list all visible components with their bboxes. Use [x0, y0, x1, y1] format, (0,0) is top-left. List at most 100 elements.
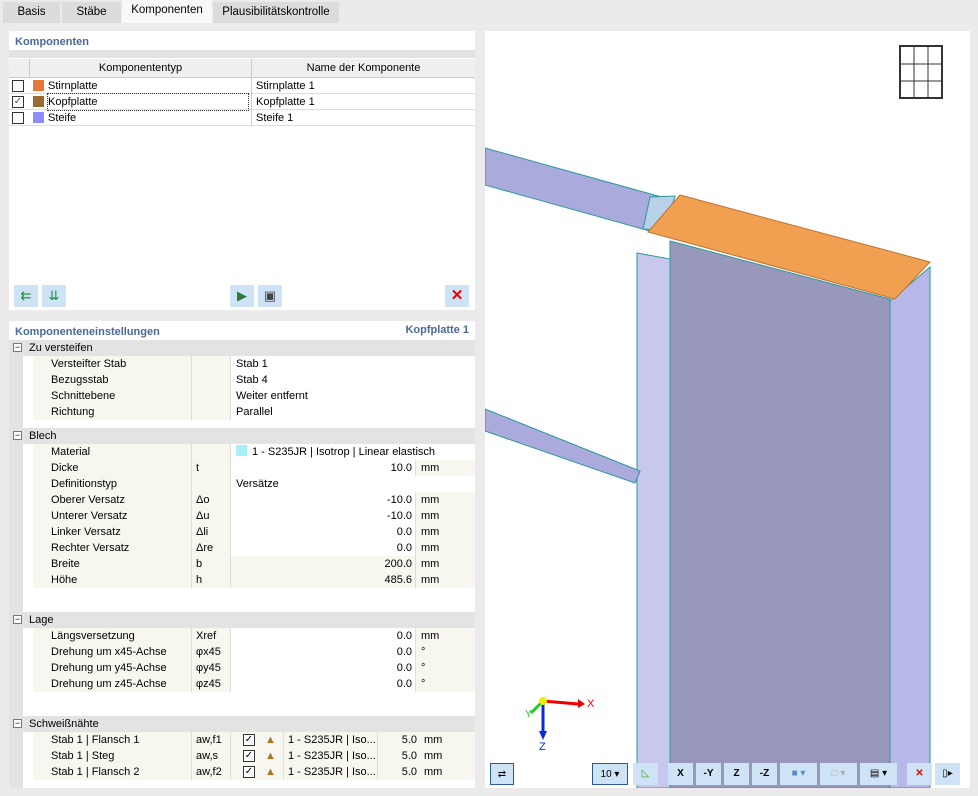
section-lage[interactable]: − Lage — [9, 612, 475, 628]
section-blech[interactable]: − Blech — [9, 428, 475, 444]
weld-checkbox[interactable]: ✓ — [243, 766, 255, 778]
property-value[interactable]: 5.0 — [377, 748, 417, 764]
property-label: Material — [51, 446, 91, 458]
3d-viewport[interactable]: X Y Z ⇄ 10 ▾ ◺ X -Y Z -Z ■ ▾ □ ▾ ▤ ▾ ✕ ▯… — [485, 31, 970, 788]
collapse-icon[interactable]: − — [13, 430, 22, 440]
property-value[interactable]: 0.0 — [231, 644, 415, 660]
property-symbol: b — [191, 556, 231, 572]
property-row[interactable]: Höhe h 485.6 mm — [33, 572, 475, 588]
section-label: Lage — [29, 614, 54, 626]
property-label: Richtung — [51, 406, 95, 418]
property-value[interactable]: Versätze — [231, 476, 475, 492]
property-value[interactable]: 485.6 — [231, 572, 415, 588]
import-button[interactable]: ▶ — [230, 285, 254, 307]
property-value[interactable]: -10.0 — [231, 492, 415, 508]
view-x-button[interactable]: X — [668, 763, 693, 785]
property-row[interactable]: Schnittebene Weiter entfernt — [33, 388, 475, 404]
weld-checkbox[interactable]: ✓ — [243, 734, 255, 746]
property-value[interactable]: Weiter entfernt — [231, 388, 475, 404]
tab-staebe[interactable]: Stäbe — [62, 2, 122, 23]
property-value[interactable]: 0.0 — [231, 524, 415, 540]
property-label: Linker Versatz — [51, 526, 121, 538]
delete-button[interactable]: ✕ — [445, 285, 469, 307]
property-row[interactable]: Drehung um x45-Achse φx45 0.0 ° — [33, 644, 475, 660]
tab-plausibilitaetskontrolle[interactable]: Plausibilitätskontrolle — [213, 2, 340, 23]
scale-dropdown[interactable]: 10 ▾ — [592, 763, 628, 785]
property-row[interactable]: Richtung Parallel — [33, 404, 475, 420]
property-symbol: Δli — [191, 524, 231, 540]
section-schw[interactable]: − Schweißnähte — [9, 716, 475, 732]
weld-material[interactable]: 1 - S235JR | Iso... — [283, 748, 377, 764]
property-row[interactable]: Oberer Versatz Δo -10.0 mm — [33, 492, 475, 508]
property-row[interactable]: Längsversetzung Xref 0.0 mm — [33, 628, 475, 644]
view-minus-z-button[interactable]: -Z — [752, 763, 777, 785]
save-button[interactable]: ▣ — [258, 285, 282, 307]
weld-material[interactable]: 1 - S235JR | Iso... — [283, 764, 377, 780]
reset-view-button[interactable]: ✕ — [907, 763, 932, 785]
property-row[interactable]: Linker Versatz Δli 0.0 mm — [33, 524, 475, 540]
view-sync-button[interactable]: ⇄ — [490, 763, 514, 785]
collapse-icon[interactable]: − — [13, 718, 22, 728]
property-row[interactable]: Material 1 - S235JR | Isotrop | Linear e… — [33, 444, 475, 460]
column-header-type[interactable]: Komponententyp — [29, 59, 251, 78]
property-symbol: Δo — [191, 492, 231, 508]
measure-button[interactable]: ◺ — [633, 763, 658, 785]
print-dropdown[interactable]: ▤ ▾ — [860, 763, 897, 785]
scale-value: 10 — [600, 769, 612, 780]
property-value[interactable]: 10.0 — [231, 460, 415, 476]
weld-material[interactable]: 1 - S235JR | Iso... — [283, 732, 377, 748]
property-value[interactable]: 5.0 — [377, 732, 417, 748]
weld-type-icon: ▲ — [265, 766, 276, 778]
wireframe-dropdown[interactable]: □ ▾ — [820, 763, 857, 785]
view-minus-y-button[interactable]: -Y — [696, 763, 721, 785]
property-row[interactable]: Breite b 200.0 mm — [33, 556, 475, 572]
property-row[interactable]: Stab 1 | Flansch 2 aw,f2 ✓ ▲ 1 - S235JR |… — [33, 764, 475, 780]
move-down-icon: ⇊ — [48, 288, 60, 303]
component-row[interactable]: Stirnplatte Stirnplatte 1 — [9, 78, 475, 94]
property-unit: ° — [415, 660, 475, 676]
property-value[interactable]: 200.0 — [231, 556, 415, 572]
property-row[interactable]: Stab 1 | Flansch 1 aw,f1 ✓ ▲ 1 - S235JR |… — [33, 732, 475, 748]
printer-icon: ▤ — [869, 768, 880, 779]
render-mode-dropdown[interactable]: ■ ▾ — [780, 763, 817, 785]
property-value[interactable]: 5.0 — [377, 764, 417, 780]
property-row[interactable]: Stab 1 | Steg aw,s ✓ ▲ 1 - S235JR | Iso..… — [33, 748, 475, 764]
collapse-icon[interactable]: − — [13, 342, 22, 352]
property-row[interactable]: Versteifter Stab Stab 1 — [33, 356, 475, 372]
property-row[interactable]: Dicke t 10.0 mm — [33, 460, 475, 476]
property-value[interactable]: 0.0 — [231, 628, 415, 644]
component-checkbox[interactable] — [12, 112, 24, 124]
property-value[interactable]: 1 - S235JR | Isotrop | Linear elastisch — [231, 444, 475, 460]
property-value[interactable]: 0.0 — [231, 660, 415, 676]
collapse-icon[interactable]: − — [13, 614, 22, 624]
property-value[interactable]: 0.0 — [231, 540, 415, 556]
property-value[interactable]: Parallel — [231, 404, 475, 420]
property-value[interactable]: -10.0 — [231, 508, 415, 524]
tab-basis[interactable]: Basis — [3, 2, 61, 23]
move-down-button[interactable]: ⇊ — [42, 285, 66, 307]
property-row[interactable]: Drehung um z45-Achse φz45 0.0 ° — [33, 676, 475, 692]
property-row[interactable]: Definitionstyp Versätze — [33, 476, 475, 492]
component-checkbox[interactable]: ✓ — [12, 96, 24, 108]
column-header-name[interactable]: Name der Komponente — [251, 59, 475, 78]
section-label: Blech — [29, 430, 57, 442]
property-row[interactable]: Rechter Versatz Δre 0.0 mm — [33, 540, 475, 556]
property-row[interactable]: Drehung um y45-Achse φy45 0.0 ° — [33, 660, 475, 676]
property-row[interactable]: Unterer Versatz Δu -10.0 mm — [33, 508, 475, 524]
panel-toggle-button[interactable]: ▯▸ — [935, 763, 960, 785]
property-value[interactable]: 0.0 — [231, 676, 415, 692]
view-z-button[interactable]: Z — [724, 763, 749, 785]
property-value[interactable]: Stab 1 — [231, 356, 475, 372]
weld-checkbox[interactable]: ✓ — [243, 750, 255, 762]
component-checkbox[interactable] — [12, 80, 24, 92]
property-symbol: aw,s — [191, 748, 231, 764]
property-label: Höhe — [51, 574, 78, 586]
section-zu[interactable]: − Zu versteifen — [9, 340, 475, 356]
property-row[interactable]: Bezugsstab Stab 4 — [33, 372, 475, 388]
move-up-button[interactable]: ⇇ — [14, 285, 38, 307]
component-row[interactable]: ✓ Kopfplatte Kopfplatte 1 — [9, 93, 475, 111]
component-row[interactable]: Steife Steife 1 — [9, 110, 475, 126]
tab-komponenten[interactable]: Komponenten — [122, 0, 213, 23]
property-value[interactable]: Stab 4 — [231, 372, 475, 388]
column-side — [636, 252, 671, 788]
